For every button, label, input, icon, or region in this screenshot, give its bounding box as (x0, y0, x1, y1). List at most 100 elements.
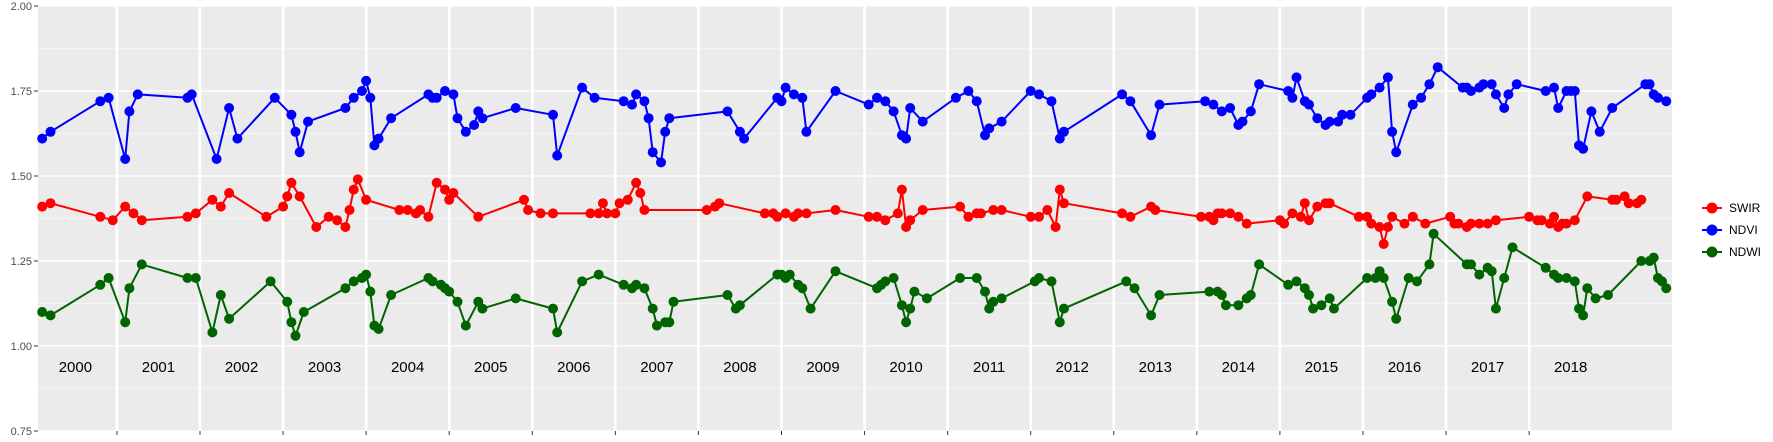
ndwi-point (1424, 259, 1435, 270)
legend-ndvi-marker (1706, 224, 1718, 236)
swir-point (182, 211, 193, 222)
ndwi-point (1204, 286, 1215, 297)
ndwi-point (1034, 273, 1044, 283)
swir-point (107, 215, 118, 226)
swir-point (1241, 218, 1252, 229)
ndvi-point (739, 133, 750, 144)
year-label: 2008 (723, 359, 756, 376)
ndwi-point (1578, 310, 1589, 321)
ndwi-point (1603, 290, 1613, 300)
ndvi-point (1661, 96, 1672, 107)
year-label: 2017 (1471, 359, 1504, 376)
y-axis: 0.75 1.00 1.25 1.50 1.75 2.00 (11, 1, 38, 438)
ndwi-point (552, 327, 563, 338)
ndvi-point (1312, 113, 1323, 124)
swir-point (1466, 218, 1476, 229)
ndwi-point (1582, 283, 1593, 294)
swir-point (1295, 211, 1306, 222)
ndvi-point (120, 154, 131, 164)
swir-point (917, 205, 928, 215)
ndvi-point (1154, 99, 1165, 110)
swir-point (1611, 194, 1622, 205)
ndwi-point (1283, 279, 1294, 290)
major-gridlines (38, 5, 1672, 432)
ndvi-point (1034, 89, 1044, 100)
ndwi-point (1590, 293, 1601, 304)
ndwi-point (182, 273, 193, 283)
ndvi-point (1058, 126, 1069, 137)
ndwi-point (1561, 273, 1572, 283)
swir-point (1399, 218, 1410, 229)
swir-point (473, 211, 484, 222)
ndvi-point (780, 82, 791, 93)
ndvi-point (722, 106, 733, 117)
swir-point (602, 208, 612, 219)
ndwi-point (664, 317, 675, 328)
ndvi-point (477, 113, 488, 124)
ndvi-point (1549, 82, 1559, 93)
ndvi-point (1391, 147, 1402, 158)
ndwi-point (980, 286, 990, 297)
ndvi-point (577, 82, 588, 93)
swir-point (431, 177, 442, 188)
ndwi-point (896, 300, 907, 311)
swir-point (1150, 205, 1161, 215)
ndvi-point (348, 92, 359, 103)
swir-point (1549, 211, 1559, 222)
ndvi-point (361, 75, 372, 86)
year-label: 2010 (889, 359, 922, 376)
series-swir (37, 174, 1647, 249)
ndwi-point (365, 286, 376, 297)
ndvi-point (452, 113, 463, 124)
ndwi-point (784, 269, 795, 280)
year-label: 2007 (640, 359, 673, 376)
ndvi-point (510, 103, 521, 113)
swir-point (896, 184, 907, 195)
ndvi-point (1287, 92, 1298, 103)
ndvi-point (776, 96, 787, 107)
ndwi-point (797, 283, 808, 294)
ndvi-point (37, 133, 48, 144)
ndwi-point (1216, 290, 1227, 300)
ndvi-point (1345, 109, 1356, 120)
ndwi-point (95, 279, 106, 290)
ndwi-point (830, 266, 841, 277)
swir-point (759, 208, 770, 219)
swir-point (294, 191, 305, 202)
ndwi-point (1474, 269, 1485, 280)
ndwi-point (548, 303, 558, 314)
swir-point (120, 201, 131, 212)
ndvi-point (186, 89, 197, 100)
swir-point (1196, 211, 1206, 222)
swir-point (1536, 215, 1547, 226)
swir-point (348, 184, 359, 195)
minor-gridlines (38, 48, 1672, 389)
ndwi-point (1412, 276, 1422, 287)
y-tick-label: 0.75 (11, 426, 32, 438)
swir-point (1407, 211, 1418, 222)
ndwi-point (340, 283, 351, 294)
ndwi-point (1486, 266, 1497, 277)
ndwi-point (1245, 290, 1256, 300)
ndwi-point (1328, 303, 1339, 314)
swir-point (872, 211, 882, 222)
ndvi-point (996, 116, 1007, 127)
ndvi-point (1416, 92, 1427, 103)
year-label: 2011 (973, 359, 1005, 376)
ndwi-point (909, 286, 920, 297)
ndvi-point (124, 106, 135, 117)
ndwi-point (593, 269, 604, 280)
swir-point (772, 211, 783, 222)
swir-point (793, 208, 804, 219)
ndvi-point (45, 126, 56, 137)
swir-point (340, 222, 351, 232)
swir-point (1042, 205, 1053, 215)
swir-point (614, 198, 625, 209)
ndvi-point (1503, 89, 1514, 100)
ndvi-point (431, 92, 442, 103)
swir-point (863, 211, 874, 222)
swir-point (988, 205, 999, 215)
swir-point (639, 205, 650, 215)
ndvi-point (901, 133, 912, 144)
ndvi-point (303, 116, 313, 127)
